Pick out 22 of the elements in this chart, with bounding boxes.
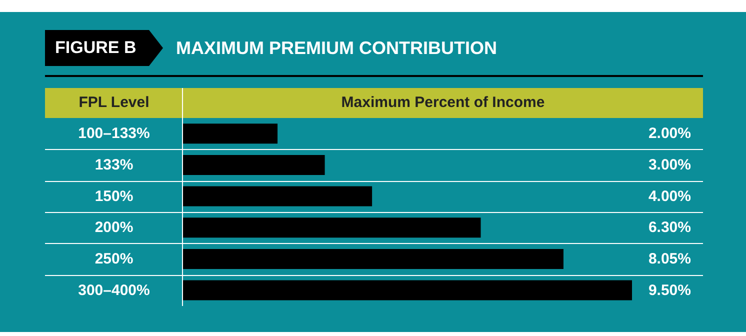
bar — [183, 280, 632, 300]
bar — [183, 154, 325, 175]
chart-title: MAXIMUM PREMIUM CONTRIBUTION — [176, 37, 497, 60]
y-tick-label: 133% — [94, 156, 134, 174]
bar — [183, 186, 372, 206]
y-tick-label: 200% — [94, 219, 134, 236]
data-label: 3.00% — [648, 156, 691, 174]
y-tick-label: 300–400% — [78, 282, 150, 299]
bar — [183, 218, 481, 238]
bar — [183, 248, 564, 269]
y-tick-label: 150% — [94, 188, 134, 205]
bar — [183, 124, 278, 144]
data-label: 9.50% — [648, 282, 691, 299]
data-label: 2.00% — [648, 125, 691, 142]
data-label: 4.00% — [648, 188, 691, 205]
x-axis-title: Maximum Percent of Income — [340, 93, 546, 113]
y-axis-title: FPL Level — [78, 93, 150, 113]
y-tick-label: 250% — [94, 250, 134, 268]
y-tick-label: 100–133% — [78, 125, 150, 142]
data-label: 6.30% — [648, 219, 691, 236]
text: FIGURE B — [55, 37, 136, 59]
data-label: 8.05% — [648, 250, 691, 268]
